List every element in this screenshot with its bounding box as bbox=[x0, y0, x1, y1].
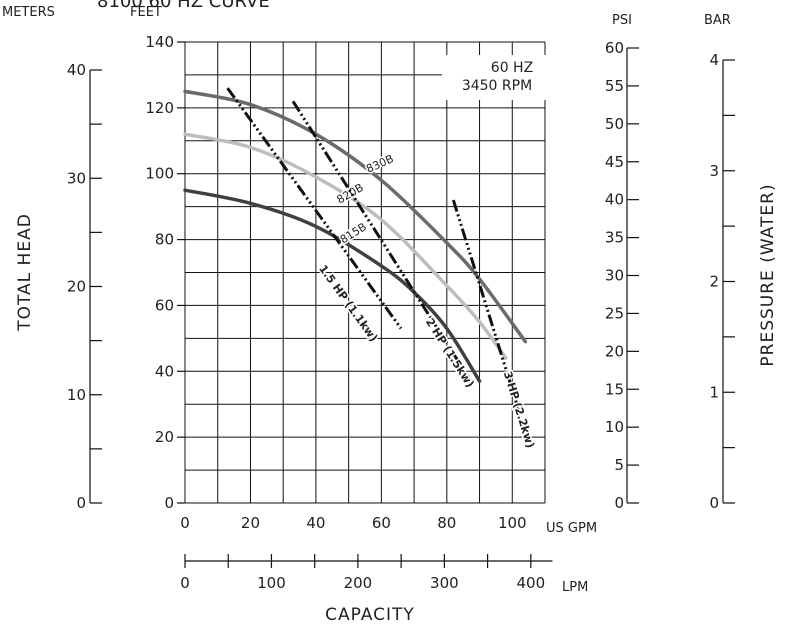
feet-tick-label: 20 bbox=[155, 428, 174, 446]
bar-tick-label: 2 bbox=[709, 273, 719, 291]
feet-tick-label: 40 bbox=[155, 362, 174, 380]
gpm-tick-label: 80 bbox=[437, 514, 456, 532]
psi-tick-label: 20 bbox=[605, 342, 624, 360]
bar-tick-label: 3 bbox=[709, 162, 719, 180]
meters-unit-label: METERS bbox=[2, 5, 55, 20]
gpm-tick-label: 0 bbox=[180, 514, 190, 532]
lpm-tick-label: 400 bbox=[517, 574, 546, 592]
psi-tick-label: 30 bbox=[605, 267, 624, 285]
bar-tick-label: 1 bbox=[709, 383, 719, 401]
total-head-axis-title: TOTAL HEAD bbox=[15, 213, 35, 332]
psi-tick-label: 40 bbox=[605, 191, 624, 209]
feet-tick-label: 120 bbox=[145, 99, 174, 117]
psi-tick-label: 25 bbox=[605, 304, 624, 322]
psi-tick-label: 45 bbox=[605, 153, 624, 171]
feet-tick-label: 60 bbox=[155, 296, 174, 314]
bar-tick-label: 0 bbox=[709, 494, 719, 512]
motor-line-2 bbox=[291, 100, 475, 386]
gpm-tick-label: 60 bbox=[372, 514, 391, 532]
feet-tick-label: 0 bbox=[164, 494, 174, 512]
curve-815b bbox=[183, 188, 482, 383]
rpm-annotation-box: 60 HZ 3450 RPM bbox=[442, 55, 547, 100]
motor-label-3: 3 HP (2.2kw) bbox=[501, 370, 537, 450]
meters-tick-label: 30 bbox=[67, 169, 86, 187]
plot-grid bbox=[184, 41, 546, 504]
lpm-tick-label: 100 bbox=[257, 574, 286, 592]
feet-tick-label: 140 bbox=[145, 33, 174, 51]
motor-lines: 1.5 HP (1.1kw)2 HP (1.5kw)3 HP (2.2kw) bbox=[226, 87, 538, 451]
meters-tick-label: 10 bbox=[67, 386, 86, 404]
meters-tick-label: 0 bbox=[76, 494, 86, 512]
psi-tick-label: 0 bbox=[614, 494, 624, 512]
gpm-axis: US GPM 0 20 40 60 80 100 bbox=[180, 514, 597, 536]
motor-label-2: 2 HP (1.5kw) bbox=[423, 316, 477, 390]
feet-tick-label: 80 bbox=[155, 231, 174, 249]
psi-axis: PSI 0 5 10 15 20 25 30 35 40 45 50 55 60 bbox=[605, 13, 639, 512]
lpm-axis: LPM 0 100 200 300 400 bbox=[180, 554, 588, 595]
psi-unit-label: PSI bbox=[612, 13, 632, 28]
lpm-tick-label: 200 bbox=[344, 574, 373, 592]
chart-header-fragment: 8100 60 HZ CURVE bbox=[97, 0, 270, 12]
curve-label-815b: 815B bbox=[338, 220, 369, 246]
annotation-line-2: 3450 RPM bbox=[462, 78, 532, 94]
pressure-axis-title: PRESSURE (WATER) bbox=[758, 183, 778, 366]
gpm-tick-label: 20 bbox=[241, 514, 260, 532]
motor-line-1 bbox=[226, 87, 403, 330]
lpm-tick-label: 300 bbox=[430, 574, 459, 592]
feet-tick-label: 100 bbox=[145, 165, 174, 183]
curve-830b bbox=[183, 89, 528, 344]
feet-axis: FEET 0 20 40 60 80 100 120 140 bbox=[130, 5, 185, 512]
meters-tick-label: 20 bbox=[67, 278, 86, 296]
gpm-unit-label: US GPM bbox=[546, 521, 597, 536]
bar-axis: BAR 0 1 2 3 4 bbox=[704, 13, 735, 512]
annotation-box bbox=[442, 55, 547, 100]
psi-tick-label: 50 bbox=[605, 115, 624, 133]
curve-820b bbox=[183, 132, 508, 360]
bar-tick-label: 4 bbox=[709, 51, 719, 69]
meters-axis: METERS 0 10 20 30 40 bbox=[2, 5, 102, 512]
psi-tick-label: 5 bbox=[614, 456, 624, 474]
psi-tick-label: 15 bbox=[605, 380, 624, 398]
gpm-tick-label: 40 bbox=[306, 514, 325, 532]
psi-tick-label: 10 bbox=[605, 418, 624, 436]
motor-line-3 bbox=[451, 199, 521, 412]
annotation-line-1: 60 HZ bbox=[491, 60, 533, 76]
lpm-unit-label: LPM bbox=[562, 580, 588, 595]
gpm-tick-label: 100 bbox=[498, 514, 527, 532]
capacity-axis-title: CAPACITY bbox=[325, 605, 415, 625]
meters-tick-label: 40 bbox=[67, 61, 86, 79]
feet-unit-label: FEET bbox=[130, 5, 162, 20]
psi-tick-label: 60 bbox=[605, 39, 624, 57]
lpm-tick-label: 0 bbox=[180, 574, 190, 592]
curve-label-830b: 830B bbox=[364, 152, 395, 175]
psi-tick-label: 35 bbox=[605, 229, 624, 247]
psi-tick-label: 55 bbox=[605, 77, 624, 95]
bar-unit-label: BAR bbox=[704, 13, 731, 28]
